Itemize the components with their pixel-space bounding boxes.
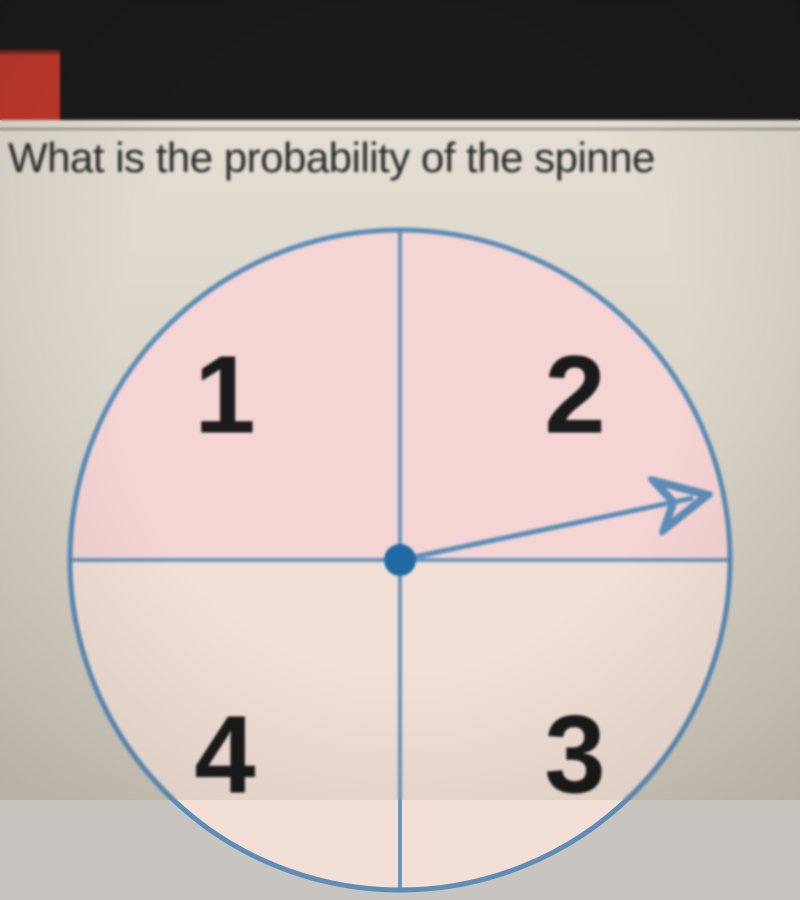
screenshot-frame: What is the probability of the spinne <box>0 0 800 800</box>
sector-label-4: 4 <box>194 694 255 817</box>
spinner-svg: 1 2 3 4 <box>60 220 740 900</box>
sector-label-1: 1 <box>194 334 255 457</box>
question-text: What is the probability of the spinne <box>0 128 800 186</box>
spinner-diagram: 1 2 3 4 <box>60 220 740 900</box>
sector-label-3: 3 <box>544 694 605 817</box>
sector-label-2: 2 <box>544 334 605 457</box>
spinner-center-dot <box>384 544 416 576</box>
red-ui-block <box>0 50 60 120</box>
browser-top-bar <box>0 0 800 120</box>
